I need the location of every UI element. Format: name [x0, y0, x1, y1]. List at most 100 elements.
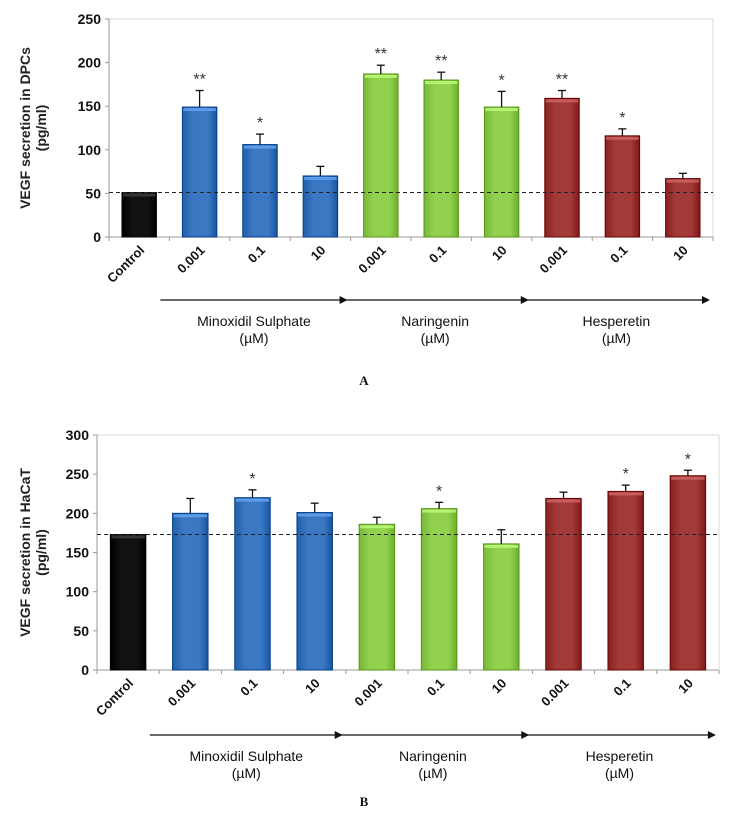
bar-highlight	[235, 498, 270, 502]
bar	[296, 512, 333, 671]
arrowhead-icon	[707, 731, 716, 739]
significance-marker: **	[435, 53, 447, 70]
y-tick-label: 200	[66, 505, 90, 521]
bar	[607, 490, 644, 671]
bar-highlight	[173, 514, 208, 518]
bar	[181, 106, 218, 238]
significance-marker: *	[249, 471, 255, 488]
chart-panel-b: 0 50 100 150 200 250 300 VEGF secretion in HaCa…	[0, 420, 737, 818]
group-label: Naringenin	[399, 748, 467, 764]
x-tick-label: 0.1	[237, 676, 260, 699]
bar	[483, 543, 520, 671]
y-tick-label: 0	[81, 662, 89, 678]
bar-highlight	[122, 193, 156, 197]
y-tick-label: 250	[78, 11, 102, 27]
bar-highlight	[422, 509, 456, 513]
significance-marker: *	[623, 466, 629, 483]
x-tick-label: 0.001	[351, 676, 385, 710]
significance-marker: **	[193, 72, 205, 89]
bar-highlight	[484, 544, 519, 548]
bar	[544, 97, 580, 238]
bar-highlight	[111, 535, 145, 539]
x-tick-label: 0.1	[426, 243, 449, 266]
y-axis-label: VEGF secretion in DPCs(pg/ml)	[17, 47, 49, 209]
significance-marker: *	[436, 483, 442, 500]
significance-marker: **	[375, 46, 387, 63]
y-axis-label-line: VEGF secretion in DPCs	[17, 47, 33, 209]
bar-highlight	[364, 74, 398, 78]
bar	[302, 175, 339, 238]
significance-marker: *	[498, 72, 504, 89]
bar	[665, 178, 701, 238]
group-label: Minoxidil Sulphate	[197, 313, 311, 329]
x-tick-label: 0.001	[165, 676, 199, 710]
bar	[242, 144, 278, 238]
bar-highlight	[424, 81, 458, 85]
bar-highlight	[546, 499, 581, 503]
bar	[109, 533, 147, 671]
x-tick-label: 0.1	[424, 676, 447, 699]
y-tick-label: 50	[73, 623, 89, 639]
significance-marker: **	[556, 72, 568, 89]
bar-highlight	[360, 525, 394, 529]
x-tick-label: 0.001	[537, 243, 571, 277]
group-label: Minoxidil Sulphate	[189, 748, 303, 764]
bar	[604, 135, 641, 238]
bar	[172, 512, 209, 671]
bar	[545, 497, 582, 671]
group-label: Naringenin	[401, 313, 469, 329]
bar-highlight	[243, 145, 277, 149]
x-tick-label: 10	[489, 243, 510, 264]
chart-panel-a: 0 50 100 150 200 250 VEGF secretion in DPCs(pg…	[0, 0, 737, 400]
group-unit: (µM)	[418, 765, 447, 781]
group-unit: (µM)	[239, 330, 268, 346]
bar-highlight	[297, 513, 332, 517]
x-tick-label: 10	[675, 676, 696, 697]
y-axis-label-line: (pg/ml)	[33, 529, 49, 576]
y-tick-label: 250	[66, 466, 90, 482]
y-tick-label: 150	[78, 98, 102, 114]
arrowhead-icon	[701, 296, 710, 304]
bar	[669, 475, 707, 671]
bar-highlight	[304, 176, 337, 180]
group-unit: (µM)	[232, 765, 261, 781]
x-tick-label: 10	[302, 676, 323, 697]
chart-b: 0 50 100 150 200 250 300 VEGF secretion in HaCa…	[17, 427, 720, 809]
bar-highlight	[485, 108, 518, 112]
y-tick-label: 200	[78, 55, 102, 71]
bar	[121, 192, 157, 238]
y-tick-label: 300	[66, 427, 90, 443]
significance-marker: *	[619, 110, 625, 127]
bar-highlight	[545, 99, 579, 103]
bar-highlight	[608, 492, 643, 496]
x-tick-label: 0.001	[174, 243, 208, 277]
bar	[483, 106, 520, 238]
x-tick-label: 0.1	[607, 243, 630, 266]
group-label: Hesperetin	[583, 313, 651, 329]
group-unit: (µM)	[602, 330, 631, 346]
bar	[358, 523, 396, 671]
bar	[420, 508, 458, 671]
y-tick-label: 100	[66, 584, 90, 600]
group-unit: (µM)	[605, 765, 634, 781]
significance-marker: *	[257, 115, 263, 132]
x-tick-label: 0.001	[538, 676, 572, 710]
bar-highlight	[666, 179, 700, 183]
bar	[363, 73, 399, 238]
bar	[423, 79, 459, 238]
significance-marker: *	[685, 451, 691, 468]
y-tick-label: 150	[66, 545, 90, 561]
bar	[234, 497, 271, 671]
group-unit: (µM)	[421, 330, 450, 346]
y-tick-label: 50	[85, 185, 101, 201]
chart-a: 0 50 100 150 200 250 VEGF secretion in DPCs(pg…	[17, 11, 714, 388]
y-tick-label: 0	[93, 229, 101, 245]
y-axis-label-line: (pg/ml)	[33, 105, 49, 152]
panel-letter: A	[359, 373, 369, 388]
x-tick-label: 10	[308, 243, 329, 264]
x-tick-label: 0.1	[245, 243, 268, 266]
x-tick-label: 10	[489, 676, 510, 697]
panel-letter: B	[360, 794, 369, 809]
y-axis-label: VEGF secretion in HaCaT(pg/ml)	[17, 468, 49, 637]
x-tick-label: Control	[93, 676, 136, 719]
